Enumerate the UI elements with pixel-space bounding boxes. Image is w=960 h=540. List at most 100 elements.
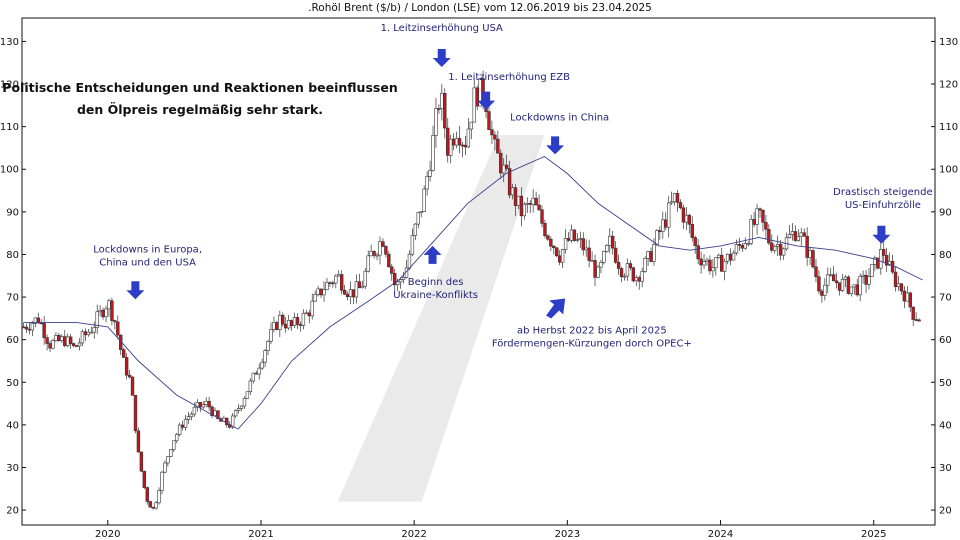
candle-body <box>714 257 718 269</box>
candle-body <box>611 235 615 249</box>
y-tick-label: 60 <box>939 335 952 346</box>
candle-body <box>740 245 745 249</box>
candle-body <box>699 258 703 266</box>
y-tick-label: 90 <box>6 207 19 218</box>
candle-body <box>475 87 479 107</box>
candle-body <box>513 187 518 206</box>
candle-body <box>864 274 868 285</box>
candle-body <box>448 138 453 156</box>
candle-body <box>45 337 49 344</box>
candle-body <box>398 279 403 283</box>
x-tick-label: 2021 <box>248 529 273 540</box>
candle-body <box>284 323 288 329</box>
candle-body <box>395 281 400 286</box>
candle-body <box>443 93 447 129</box>
candle-body <box>101 309 105 318</box>
candle-body <box>557 255 562 263</box>
y-axis-left: 20 30 40 50 60 70 80 90 100 110 120 130 <box>0 37 26 517</box>
candle-body <box>826 274 830 286</box>
x-tick-label: 2023 <box>555 529 580 540</box>
candle-body <box>549 238 553 247</box>
candle-body <box>861 274 865 277</box>
candle-body <box>711 267 715 272</box>
candle-body <box>681 207 686 223</box>
candle-body <box>843 276 848 280</box>
candle-body <box>434 108 438 136</box>
candle-body <box>669 201 674 204</box>
candle-body <box>773 246 777 251</box>
candle-body <box>301 312 306 326</box>
candles <box>21 70 921 510</box>
x-tick-label: 2024 <box>708 529 733 540</box>
candle-body <box>230 415 235 428</box>
candle-body <box>502 164 506 174</box>
candle-body <box>787 234 792 238</box>
candle-body <box>708 259 712 272</box>
candle-body <box>345 293 350 298</box>
candle-body <box>890 260 895 273</box>
candle-body <box>281 314 285 325</box>
candle-body <box>534 197 538 206</box>
candle-body <box>590 260 594 262</box>
candle-body <box>175 434 179 442</box>
candle-body <box>124 357 129 376</box>
candle-body <box>381 241 385 247</box>
note-line-1: Politische Entscheidungen und Reaktionen… <box>2 80 397 95</box>
candle-body <box>360 285 365 289</box>
candle-body <box>242 398 247 407</box>
candle-body <box>616 262 621 269</box>
candle-body <box>71 343 76 346</box>
candle-body <box>755 208 759 225</box>
candle-body <box>737 244 742 246</box>
candle-body <box>177 424 182 435</box>
candle-body <box>163 462 167 473</box>
candle-body <box>127 374 132 378</box>
candle-body <box>858 276 862 296</box>
x-tick-label: 2020 <box>95 529 120 540</box>
x-tick-label: 2025 <box>861 529 886 540</box>
candle-body <box>431 135 435 171</box>
candle-body <box>204 401 208 405</box>
candle-body <box>696 245 700 260</box>
y-tick-label: 50 <box>939 378 952 389</box>
candle-body <box>799 232 803 237</box>
candle-body <box>658 230 662 232</box>
candle-body <box>743 243 747 249</box>
y-tick-label: 20 <box>939 506 952 517</box>
candle-body <box>487 111 491 131</box>
candle-body <box>98 309 102 313</box>
candle-body <box>837 282 842 291</box>
candle-body <box>672 193 677 203</box>
candle-body <box>569 229 574 241</box>
candle-body <box>142 470 147 488</box>
candle-body <box>628 263 633 269</box>
candle-body <box>678 202 683 209</box>
y-tick-label: 60 <box>6 335 19 346</box>
candle-body <box>57 334 61 341</box>
candle-body <box>180 424 185 428</box>
candle-body <box>160 471 164 491</box>
candle-body <box>186 416 191 420</box>
candle-body <box>525 203 529 205</box>
annotation-arrow <box>126 281 145 300</box>
candle-body <box>422 188 426 212</box>
candle-body <box>107 300 111 310</box>
candle-body <box>510 187 515 196</box>
candle-body <box>401 277 406 280</box>
candle-body <box>63 336 67 347</box>
annotation-arrow <box>423 245 442 264</box>
candle-body <box>634 277 638 282</box>
plot-frame <box>21 17 936 526</box>
candle-body <box>425 176 429 190</box>
candle-body <box>578 238 583 240</box>
candle-body <box>725 253 730 262</box>
candle-body <box>60 336 64 341</box>
candle-body <box>192 406 197 415</box>
candle-body <box>649 251 653 262</box>
candle-body <box>334 275 338 284</box>
annotation-arrow <box>546 298 566 319</box>
candle-body <box>428 170 432 177</box>
moving-average-line <box>23 155 923 430</box>
candle-body <box>690 224 694 238</box>
candle-body <box>684 214 689 223</box>
